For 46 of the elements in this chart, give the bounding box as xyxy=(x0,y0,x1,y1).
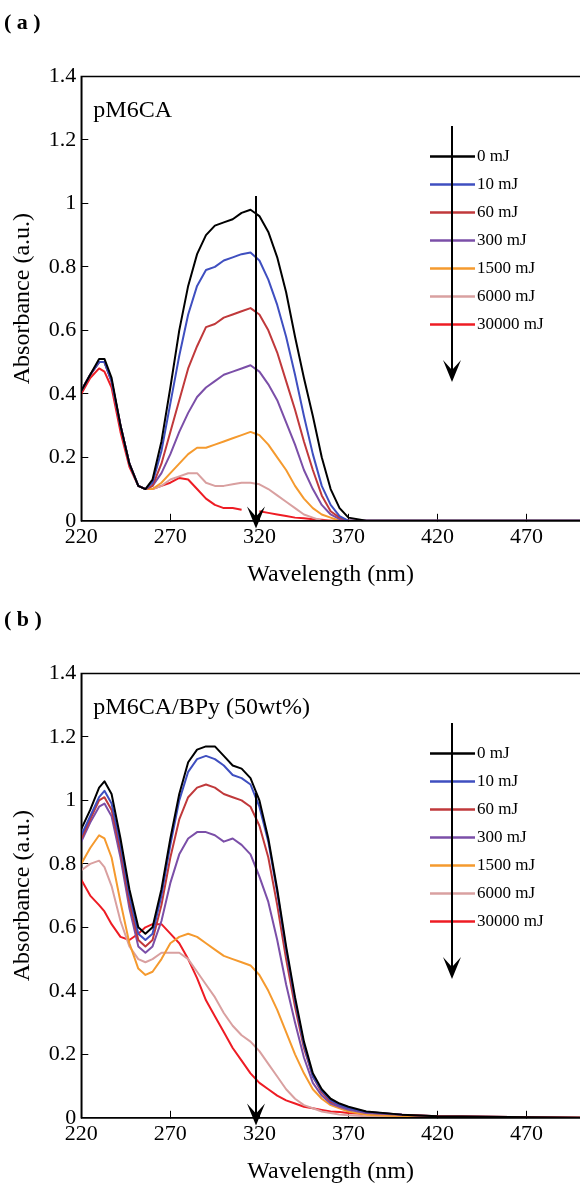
x-tick-label: 420 xyxy=(421,1119,455,1145)
y-tick-label: 0.2 xyxy=(48,1040,77,1066)
x-tick-label: 320 xyxy=(242,522,276,548)
x-tick-label: 270 xyxy=(153,1119,187,1145)
x-tick-label: 370 xyxy=(331,522,365,548)
x-tick-label: 420 xyxy=(421,522,455,548)
x-tick-label: 320 xyxy=(242,1119,276,1145)
x-tick-label: 270 xyxy=(153,522,187,548)
y-tick-label: 1.4 xyxy=(48,62,77,88)
y-axis-title: Absorbance (a.u.) xyxy=(7,809,34,982)
legend-label: 60 mJ xyxy=(477,201,519,221)
chart-title: ( b ) xyxy=(4,605,42,631)
chart-title: ( a ) xyxy=(4,8,41,34)
legend-label: 1500 mJ xyxy=(477,854,536,874)
legend-label: 30000 mJ xyxy=(477,313,544,333)
y-tick-label: 1.2 xyxy=(48,722,77,748)
y-tick-label: 0.6 xyxy=(48,316,77,342)
y-axis-title: Absorbance (a.u.) xyxy=(7,212,34,385)
y-tick-label: 1.2 xyxy=(48,125,77,151)
annotation: pM6CA/BPy (50wt%) xyxy=(93,692,310,719)
annotation: pM6CA xyxy=(93,95,173,122)
y-tick-label: 0.4 xyxy=(48,379,77,405)
y-tick-label: 0.8 xyxy=(48,849,77,875)
y-tick-label: 1 xyxy=(65,189,77,215)
legend-label: 6000 mJ xyxy=(477,882,536,902)
legend-label: 60 mJ xyxy=(477,798,519,818)
legend-label: 10 mJ xyxy=(477,770,519,790)
legend-label: 10 mJ xyxy=(477,173,519,193)
x-axis-title: Wavelength (nm) xyxy=(247,1156,414,1183)
x-axis-title: Wavelength (nm) xyxy=(247,559,414,586)
x-tick-label: 370 xyxy=(331,1119,365,1145)
x-tick-label: 470 xyxy=(510,1119,544,1145)
legend-label: 0 mJ xyxy=(477,742,510,762)
legend-label: 0 mJ xyxy=(477,145,510,165)
y-tick-label: 0.6 xyxy=(48,913,77,939)
y-tick-label: 1.4 xyxy=(48,659,77,685)
legend-label: 1500 mJ xyxy=(477,257,536,277)
legend-label: 30000 mJ xyxy=(477,910,544,930)
y-tick-label: 0.8 xyxy=(48,252,77,278)
x-tick-label: 470 xyxy=(510,522,544,548)
legend-label: 300 mJ xyxy=(477,826,527,846)
legend-label: 6000 mJ xyxy=(477,285,536,305)
y-tick-label: 0.4 xyxy=(48,976,77,1002)
y-tick-label: 0.2 xyxy=(48,443,77,469)
legend-label: 300 mJ xyxy=(477,229,527,249)
y-tick-label: 1 xyxy=(65,786,77,812)
